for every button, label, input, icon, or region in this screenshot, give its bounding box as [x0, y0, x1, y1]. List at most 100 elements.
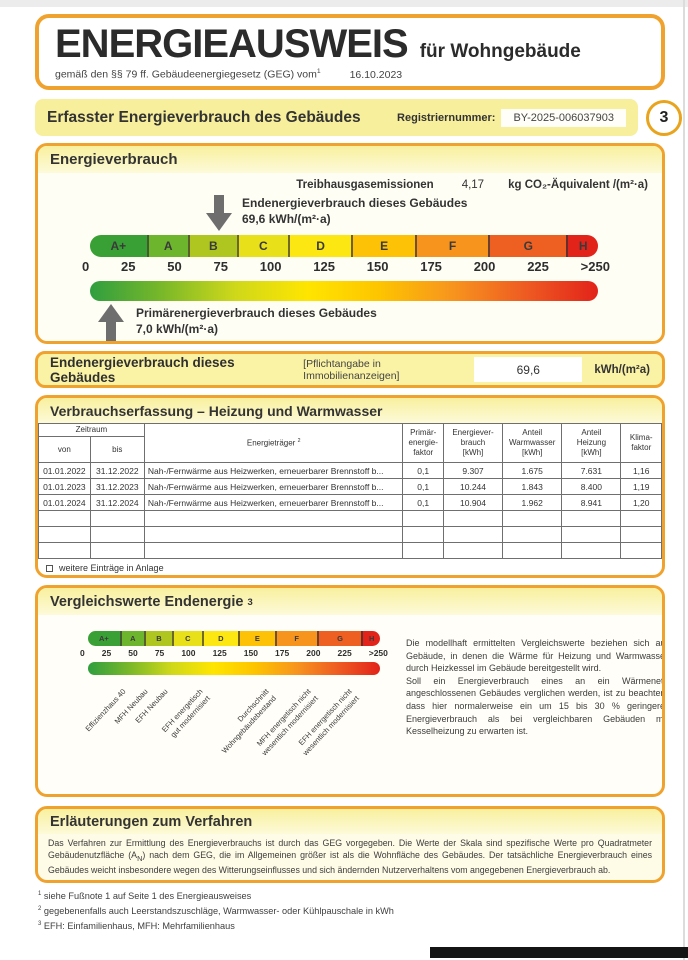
scale-tick: 200	[473, 259, 496, 274]
scale-class-b: B	[143, 631, 173, 646]
scale-tick: 225	[527, 259, 549, 274]
scale-class-d: D	[287, 235, 352, 257]
scale-tick: 50	[128, 648, 138, 658]
scale-class-g: G	[488, 235, 567, 257]
page-number-badge: 3	[646, 99, 682, 136]
scale-tick: 200	[306, 648, 321, 658]
col-von: von	[38, 436, 91, 463]
procedure-text: Das Verfahren zur Ermittlung des Energie…	[48, 838, 652, 876]
section-bar: Erfasster Energieverbrauch des Gebäudes …	[35, 99, 682, 136]
scale-class-a: A	[119, 631, 144, 646]
end-energy-value: 69,6 kWh/(m²·a)	[242, 212, 331, 227]
col-bis: bis	[89, 436, 145, 463]
col-klimafaktor: Klima- faktor	[620, 423, 662, 463]
scale-tick: 25	[101, 648, 112, 658]
scale-class-h: H	[566, 235, 598, 257]
section-title: Erfasster Energieverbrauch des Gebäudes	[47, 108, 361, 126]
more-entries-note: weitere Einträge in Anlage	[38, 559, 662, 575]
comparison-class-scale: A+ A B C D E F G H	[88, 631, 380, 646]
registry-value: BY-2025-006037903	[501, 108, 626, 127]
scale-class-c: C	[236, 235, 288, 257]
col-primaerenergiefaktor: Primär- energie- faktor	[402, 423, 444, 463]
comparison-paragraph: Soll ein Energieverbrauch eines an ein W…	[406, 675, 665, 737]
scale-tick: 150	[243, 648, 258, 658]
scale-tick: 50	[167, 259, 182, 274]
scan-edge-right	[683, 0, 685, 960]
energy-box-heading: Energieverbrauch	[38, 146, 662, 173]
mandatory-disclosure-row: Endenergieverbrauch dieses Gebäudes [Pfl…	[35, 351, 665, 388]
table-row: 01.01.2024 31.12.2024 Nah-/Fernwärme aus H…	[38, 494, 662, 511]
comparison-heading: Vergleichswerte Endenergie 3	[38, 588, 662, 615]
energy-box-body: Treibhausgasemissionen 4,17 kg CO₂-Äquiv…	[38, 173, 662, 341]
scale-class-f: F	[274, 631, 317, 646]
col-anteil-heizung: Anteil Heizung [kWh]	[561, 423, 622, 463]
mandatory-bracket-note: [Pflichtangabe in Immobilienanzeigen]	[303, 357, 400, 382]
mandatory-unit: kWh/(m²a)	[594, 363, 650, 376]
document-title: ENERGIEAUSWEIS	[55, 22, 409, 66]
consumption-table-box: Verbrauchserfassung – Heizung und Warmwa…	[35, 395, 665, 578]
scale-tick: 25	[121, 259, 136, 274]
law-date: 16.10.2023	[349, 68, 403, 81]
section-bar-inner: Erfasster Energieverbrauch des Gebäudes …	[35, 99, 638, 136]
scale-class-f: F	[414, 235, 489, 257]
law-reference: gemäß den §§ 79 ff. Gebäudeenergiegesetz…	[55, 68, 645, 81]
scale-tick: 100	[181, 648, 196, 658]
scale-tick: 100	[259, 259, 282, 274]
scale-class-e: E	[238, 631, 275, 646]
col-zeitraum: Zeitraum	[38, 423, 145, 437]
energy-consumption-box: Energieverbrauch Treibhausgasemissionen …	[35, 143, 665, 344]
scale-tick: 175	[420, 259, 442, 274]
procedure-heading: Erläuterungen zum Verfahren	[38, 809, 662, 834]
ghg-value: 4,17	[461, 179, 485, 191]
scan-edge-top	[0, 0, 688, 7]
primary-energy-label: Primärenergieverbrauch dieses Gebäudes	[136, 306, 377, 320]
scale-tick: 75	[213, 259, 228, 274]
down-arrow-icon	[206, 195, 232, 231]
comparison-labels: Effizienzhaus 40 MFH Neubau EFH Neubau EFH …	[38, 679, 408, 791]
consumption-table: Zeitraum Energieträger 2 Primär- energie…	[38, 423, 662, 559]
scale-tick: >250	[580, 259, 610, 274]
energy-class-scale: A+ A B C D E F G H	[90, 235, 598, 257]
scale-tick: >250	[368, 648, 388, 658]
procedure-box: Erläuterungen zum Verfahren Das Verfahre…	[35, 806, 665, 883]
end-energy-label: Endenergieverbrauch dieses Gebäudes	[242, 196, 468, 210]
col-anteil-warmwasser: Anteil Warmwasser [kWh]	[502, 423, 563, 463]
law-footnote-marker: 1	[316, 68, 321, 75]
scale-class-a+: A+	[88, 631, 120, 646]
primary-energy-pointer: Primärenergieverbrauch dieses Gebäudes 7…	[98, 303, 377, 341]
header-box: ENERGIEAUSWEIS für Wohngebäude gemäß den…	[35, 14, 665, 90]
table-row: 01.01.2023 31.12.2023 Nah-/Fernwärme aus H…	[38, 478, 662, 495]
table-row	[38, 542, 662, 559]
more-entries-checkbox[interactable]	[46, 564, 53, 572]
comparison-footnote-marker: 3	[247, 596, 253, 607]
comparison-paragraph: Die modellhaft ermittelten Vergleichswer…	[406, 638, 665, 674]
footnote: 1 siehe Fußnote 1 auf Seite 1 des Energi…	[38, 890, 252, 901]
scale-class-a: A	[146, 235, 188, 257]
footnote: 2 gegebenenfalls auch Leerstandszuschläg…	[38, 906, 394, 917]
scale-tick: 225	[337, 648, 352, 658]
registry-label: Registriernummer:	[397, 111, 496, 124]
col-energieverbrauch: Energiever- brauch [kWh]	[442, 423, 504, 463]
ghg-label: Treibhausgasemissionen	[296, 179, 434, 191]
table-row: 01.01.2022 31.12.2022 Nah-/Fernwärme aus H…	[38, 462, 662, 479]
scan-artifact-bar	[430, 947, 688, 958]
law-text: gemäß den §§ 79 ff. Gebäudeenergiegesetz…	[55, 68, 317, 81]
scale-tick: 125	[212, 648, 227, 658]
col-energietraeger: Energieträger 2	[143, 423, 404, 463]
scale-tick: 125	[313, 259, 335, 274]
up-arrow-icon	[98, 304, 124, 341]
consumption-table-heading: Verbrauchserfassung – Heizung und Warmwa…	[38, 398, 662, 423]
comparison-explanation: Die modellhaft ermittelten Vergleichswer…	[406, 637, 665, 738]
comparison-scale-ticks: 0 25 50 75 100 125 150 175 200 225 >250	[80, 648, 388, 658]
table-row	[38, 510, 662, 527]
comparison-body: A+ A B C D E F G H 0 25 50 75 100 125 150 175 200 225 >250…	[38, 615, 662, 794]
footnotes: 1 siehe Fußnote 1 auf Seite 1 des Energi…	[38, 889, 394, 935]
scale-tick: 175	[275, 648, 290, 658]
scale-tick: 0	[80, 648, 85, 658]
comparison-values-box: Vergleichswerte Endenergie 3 A+ A B C D E F G H …	[35, 585, 665, 797]
more-entries-label: weitere Einträge in Anlage	[59, 563, 164, 573]
scale-class-h: H	[361, 631, 380, 646]
table-row	[38, 526, 662, 543]
footnote: 3 EFH: Einfamilienhaus, MFH: Mehrfamilie…	[38, 921, 235, 932]
